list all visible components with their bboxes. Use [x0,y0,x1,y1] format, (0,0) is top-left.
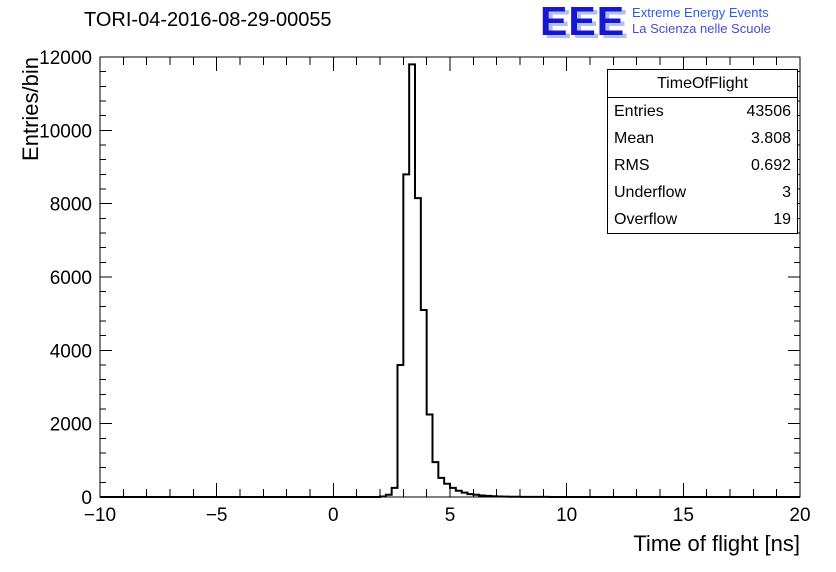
y-tick-label: 4000 [50,341,92,362]
logo-tagline-en: Extreme Energy Events [632,5,769,20]
stats-value: 0.692 [750,157,791,174]
stats-row-entries: Entries 43506 [608,98,797,125]
x-tick-label: −5 [206,505,228,526]
stats-label: Mean [614,130,655,147]
stats-value: 3.808 [750,130,791,147]
stats-row-overflow: Overflow 19 [608,206,797,233]
y-tick-label: 10000 [39,121,92,142]
x-tick-label: 5 [445,505,456,526]
eee-logo: EEE Extreme Energy Events La Scienza nel… [540,0,771,44]
stats-label: Underflow [614,184,687,201]
stats-row-rms: RMS 0.692 [608,152,797,179]
eee-logo-taglines: Extreme Energy Events La Scienza nelle S… [632,2,771,37]
stats-title: TimeOfFlight [608,70,797,98]
plot-title: TORI-04-2016-08-29-00055 [84,9,332,31]
x-tick-label: −10 [84,505,116,526]
stats-box: TimeOfFlight Entries 43506 Mean 3.808 RM… [607,69,798,234]
logo-tagline-it: La Scienza nelle Scuole [632,21,771,36]
x-tick-label: 0 [328,505,339,526]
stats-row-mean: Mean 3.808 [608,125,797,152]
eee-logo-mark: EEE [540,0,626,44]
y-tick-label: 8000 [50,195,92,216]
stats-label: Entries [614,103,664,120]
stats-label: RMS [614,157,650,174]
x-tick-label: 20 [789,505,810,526]
y-tick-label: 0 [81,488,92,509]
stats-label: Overflow [614,211,678,228]
stats-value: 19 [773,211,791,228]
y-tick-label: 12000 [39,48,92,69]
y-tick-label: 6000 [50,268,92,289]
stats-row-underflow: Underflow 3 [608,179,797,206]
x-tick-label: 10 [556,505,577,526]
y-axis-title: Entries/bin [18,57,43,161]
x-tick-label: 15 [673,505,694,526]
stats-value: 43506 [746,103,792,120]
histogram-line [100,63,800,498]
x-axis-title: Time of flight [ns] [633,531,800,556]
y-tick-label: 2000 [50,415,92,436]
stats-value: 3 [782,184,791,201]
